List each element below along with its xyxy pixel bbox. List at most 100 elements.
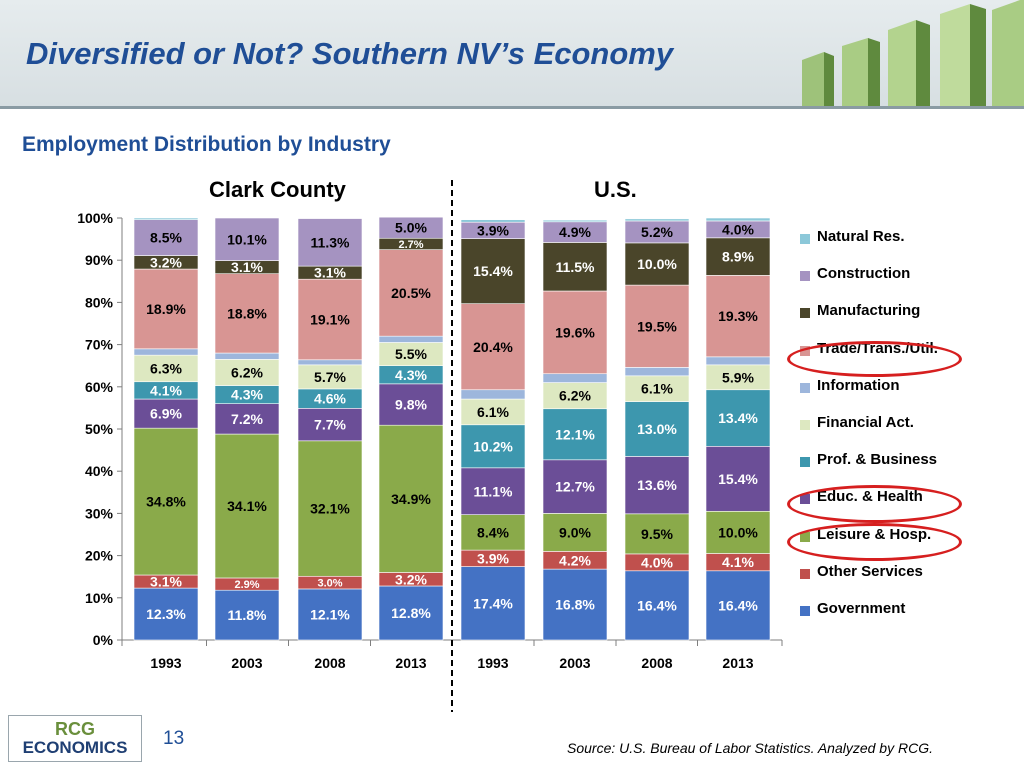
source-note: Source: U.S. Bureau of Labor Statistics.…	[567, 740, 933, 756]
y-tick-label: 30%	[85, 505, 114, 521]
y-tick-label: 100%	[77, 210, 113, 226]
data-label: 20.4%	[473, 339, 513, 355]
data-label: 3.0%	[317, 578, 342, 590]
highlight-ring-leisure	[787, 523, 962, 561]
bar-segment	[133, 587, 199, 641]
chart-legend: Natural Res. Construction Manufacturing Tra…	[796, 226, 1016, 635]
data-label: 7.7%	[314, 417, 346, 433]
data-label: 19.6%	[555, 324, 595, 340]
data-label: 3.1%	[231, 259, 263, 275]
data-label: 12.1%	[555, 426, 595, 442]
bar-segment	[297, 408, 363, 442]
buildings-graphic	[802, 0, 1024, 106]
data-label: 6.1%	[477, 404, 509, 420]
legend-label: Information	[817, 376, 900, 394]
legend-item: Construction	[796, 263, 1016, 300]
bar-segment	[378, 424, 444, 573]
legend-swatch	[800, 457, 810, 468]
bar-segment	[460, 566, 526, 641]
bar-segment	[460, 398, 526, 426]
bar-segment	[133, 427, 199, 576]
data-label: 5.2%	[641, 224, 673, 240]
data-label: 19.5%	[637, 318, 677, 334]
bar-segment	[214, 589, 280, 641]
data-label: 4.6%	[314, 391, 346, 407]
bar-segment	[133, 398, 199, 429]
data-label: 34.8%	[146, 494, 186, 510]
slide-title: Diversified or Not? Southern NV’s Econom…	[26, 36, 674, 71]
bar-segment	[214, 359, 280, 386]
bar-segment	[542, 382, 608, 410]
bar-segment	[297, 278, 363, 361]
data-label: 11.5%	[556, 259, 595, 275]
bar-segment	[542, 408, 608, 461]
y-tick-label: 20%	[85, 548, 114, 564]
bar-segment	[542, 373, 608, 383]
logo-economics-text: ECONOMICS	[22, 738, 128, 757]
data-label: 5.7%	[314, 369, 346, 385]
data-label: 4.3%	[231, 387, 263, 403]
data-label: 10.0%	[637, 256, 677, 272]
legend-swatch	[800, 568, 810, 579]
bar-segment	[624, 513, 690, 555]
bar-segment	[542, 290, 608, 375]
legend-label: Government	[817, 599, 906, 617]
data-label: 4.3%	[395, 367, 427, 383]
bar-segment	[624, 375, 690, 402]
bar-segment	[624, 284, 690, 368]
data-label: 4.9%	[559, 224, 591, 240]
bar-segment	[705, 570, 771, 641]
y-tick-label: 90%	[85, 252, 114, 268]
legend-label: Financial Act.	[817, 413, 914, 431]
data-label: 11.1%	[474, 483, 513, 499]
legend-item: Natural Res.	[796, 226, 1016, 263]
page-number: 13	[163, 728, 185, 749]
data-label: 34.1%	[227, 498, 267, 514]
legend-label: Manufacturing	[817, 302, 921, 320]
data-label: 13.6%	[637, 477, 677, 493]
bar-segment	[297, 359, 363, 366]
bar-segment	[705, 356, 771, 366]
legend-item: Prof. & Business	[796, 449, 1016, 486]
data-label: 6.2%	[231, 364, 263, 380]
group-label-us: U.S.	[594, 177, 637, 202]
data-label: 8.5%	[150, 230, 182, 246]
data-label: 2.7%	[398, 239, 423, 251]
rcg-logo: RCG ECONOMICS	[8, 715, 142, 762]
data-label: 4.1%	[722, 554, 754, 570]
data-label: 16.8%	[555, 597, 595, 613]
bar-segment	[460, 389, 526, 400]
x-tick-label: 2008	[314, 655, 345, 671]
y-tick-label: 60%	[85, 379, 114, 395]
data-label: 19.3%	[718, 308, 758, 324]
logo-rcg-text: RCG	[55, 719, 95, 739]
data-label: 5.9%	[722, 369, 754, 385]
data-label: 4.0%	[722, 221, 754, 237]
data-label: 12.3%	[146, 606, 186, 622]
bar-segment	[297, 364, 363, 390]
data-label: 15.4%	[718, 471, 758, 487]
data-label: 16.4%	[637, 597, 677, 613]
data-label: 3.2%	[395, 571, 427, 587]
legend-swatch	[800, 271, 810, 282]
data-label: 3.1%	[314, 265, 346, 281]
legend-label: Other Services	[817, 562, 923, 580]
data-label: 6.2%	[559, 388, 591, 404]
data-label: 20.5%	[391, 285, 431, 301]
y-tick-label: 0%	[93, 632, 114, 648]
data-label: 8.4%	[477, 524, 509, 540]
bar-segment	[542, 242, 608, 292]
bar-segment	[624, 218, 690, 222]
y-tick-label: 80%	[85, 294, 114, 310]
bar-segment	[542, 219, 608, 223]
bar-segment	[133, 268, 199, 350]
chart-subtitle: Employment Distribution by Industry	[22, 133, 391, 156]
bar-segment	[542, 568, 608, 641]
legend-swatch	[800, 234, 810, 244]
legend-item: Financial Act.	[796, 412, 1016, 449]
bar-segment	[460, 467, 526, 515]
legend-label: Construction	[817, 265, 911, 283]
data-label: 6.3%	[150, 360, 182, 376]
legend-swatch	[800, 605, 810, 616]
bar-segment	[214, 352, 280, 360]
